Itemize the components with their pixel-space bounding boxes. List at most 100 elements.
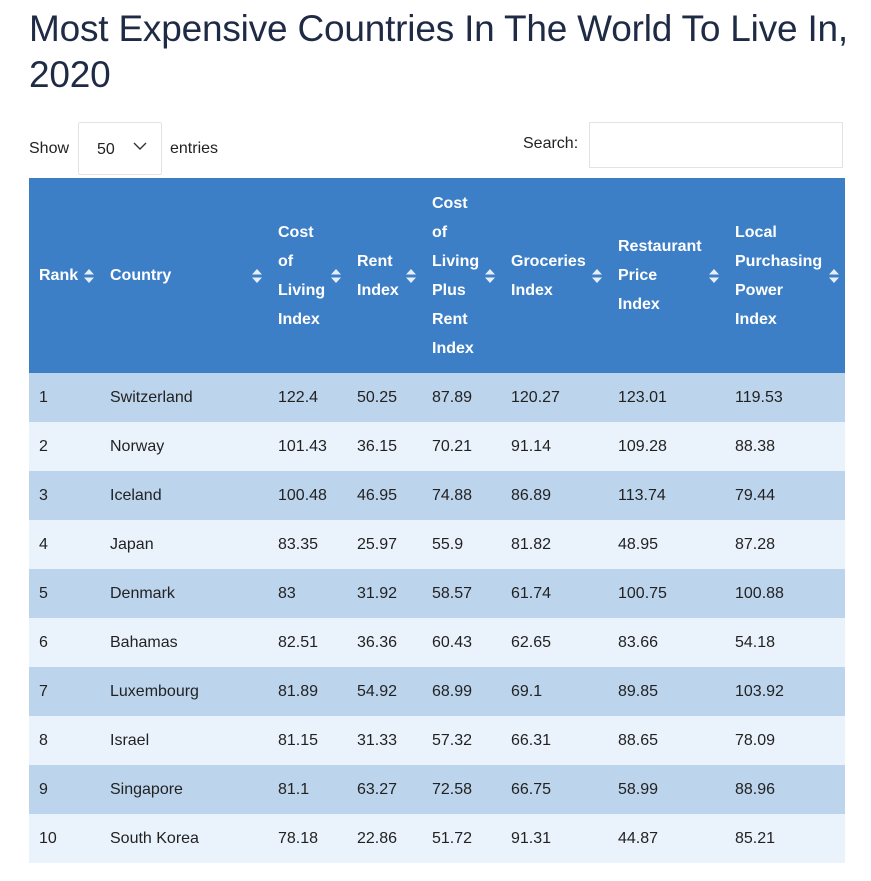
table-cell: 122.4 (268, 373, 347, 422)
table-cell: 58.57 (422, 569, 501, 618)
table-cell: 81.82 (501, 520, 608, 569)
table-cell: 54.18 (725, 618, 845, 667)
table-row: 2 Norway 101.43 36.15 70.21 91.14 109.28 88.38 (29, 422, 845, 471)
table-cell: 2 (29, 422, 100, 471)
table-cell: 58.99 (608, 765, 725, 814)
table-cell: 46.95 (347, 471, 422, 520)
chevron-down-icon (133, 142, 147, 150)
column-header-0[interactable]: Rank (29, 178, 100, 373)
sort-both-icon (829, 268, 839, 283)
column-header-label: Restaurant Price Index (618, 238, 702, 313)
table-row: 5 Denmark 83 31.92 58.57 61.74 100.75 100.88 (29, 569, 845, 618)
table-cell: 6 (29, 618, 100, 667)
table-cell: 50.25 (347, 373, 422, 422)
table-cell: 120.27 (501, 373, 608, 422)
table-cell: 60.43 (422, 618, 501, 667)
table-cell: 83 (268, 569, 347, 618)
table-cell: 79.44 (725, 471, 845, 520)
entries-label: entries (170, 140, 219, 157)
table-cell: South Korea (100, 814, 268, 863)
sort-both-icon (331, 268, 341, 283)
table-cell: 62.65 (501, 618, 608, 667)
table-cell: Israel (100, 716, 268, 765)
table-controls: Show 50 entries Search: (29, 122, 844, 178)
sort-both-icon (485, 268, 495, 283)
table-cell: 86.89 (501, 471, 608, 520)
column-header-2[interactable]: Cost of Living Index (268, 178, 347, 373)
table-cell: Japan (100, 520, 268, 569)
table-header-row: Rank Country Cost of Living Index Rent Inde… (29, 178, 845, 373)
column-header-label: Cost of Living Index (278, 223, 326, 328)
sort-both-icon (252, 268, 262, 283)
table-cell: Luxembourg (100, 667, 268, 716)
column-header-6[interactable]: Restaurant Price Index (608, 178, 725, 373)
entries-select[interactable]: 50 (78, 122, 162, 175)
table-cell: 66.31 (501, 716, 608, 765)
table-row: 1 Switzerland 122.4 50.25 87.89 120.27 123.01 1… (29, 373, 845, 422)
table-cell: 36.15 (347, 422, 422, 471)
sort-both-icon (592, 268, 602, 283)
table-cell: Iceland (100, 471, 268, 520)
table-cell: 44.87 (608, 814, 725, 863)
table-cell: 57.32 (422, 716, 501, 765)
column-header-1[interactable]: Country (100, 178, 268, 373)
table-cell: 103.92 (725, 667, 845, 716)
table-cell: 100.48 (268, 471, 347, 520)
table-cell: 70.21 (422, 422, 501, 471)
table-cell: 85.21 (725, 814, 845, 863)
table-cell: 69.1 (501, 667, 608, 716)
column-header-label: Local Purchasing Power Index (735, 223, 823, 328)
table-cell: 7 (29, 667, 100, 716)
table-cell: 83.66 (608, 618, 725, 667)
table-cell: 55.9 (422, 520, 501, 569)
table-cell: 4 (29, 520, 100, 569)
table-cell: 82.51 (268, 618, 347, 667)
table-cell: 68.99 (422, 667, 501, 716)
table-cell: 25.97 (347, 520, 422, 569)
table-row: 6 Bahamas 82.51 36.36 60.43 62.65 83.66 54.18 (29, 618, 845, 667)
table-cell: 31.92 (347, 569, 422, 618)
table-cell: 78.18 (268, 814, 347, 863)
column-header-label: Groceries Index (511, 252, 586, 299)
table-row: 8 Israel 81.15 31.33 57.32 66.31 88.65 78.09 (29, 716, 845, 765)
column-header-label: Rent Index (357, 252, 399, 299)
table-cell: 5 (29, 569, 100, 618)
show-label: Show (29, 140, 70, 157)
table-cell: 51.72 (422, 814, 501, 863)
table-cell: 78.09 (725, 716, 845, 765)
table-cell: 119.53 (725, 373, 845, 422)
table-cell: Singapore (100, 765, 268, 814)
table-cell: Bahamas (100, 618, 268, 667)
sort-both-icon (406, 268, 416, 283)
table-cell: 72.58 (422, 765, 501, 814)
search-label: Search: (523, 135, 579, 152)
entries-select-value: 50 (97, 141, 115, 158)
table-cell: 123.01 (608, 373, 725, 422)
table-cell: 61.74 (501, 569, 608, 618)
table-cell: 63.27 (347, 765, 422, 814)
table-cell: Switzerland (100, 373, 268, 422)
table-cell: 81.15 (268, 716, 347, 765)
table-cell: Denmark (100, 569, 268, 618)
table-cell: 66.75 (501, 765, 608, 814)
column-header-7[interactable]: Local Purchasing Power Index (725, 178, 845, 373)
table-cell: 74.88 (422, 471, 501, 520)
table-cell: 36.36 (347, 618, 422, 667)
table-cell: 8 (29, 716, 100, 765)
table-cell: 3 (29, 471, 100, 520)
table-cell: 87.28 (725, 520, 845, 569)
column-header-3[interactable]: Rent Index (347, 178, 422, 373)
table-cell: 109.28 (608, 422, 725, 471)
table-cell: 22.86 (347, 814, 422, 863)
table-cell: 91.14 (501, 422, 608, 471)
column-header-4[interactable]: Cost of Living Plus Rent Index (422, 178, 501, 373)
column-header-5[interactable]: Groceries Index (501, 178, 608, 373)
search-input[interactable] (589, 122, 843, 168)
table-cell: 100.75 (608, 569, 725, 618)
table-cell: 9 (29, 765, 100, 814)
sort-both-icon (84, 268, 94, 283)
table-cell: 83.35 (268, 520, 347, 569)
table-cell: 89.85 (608, 667, 725, 716)
table-cell: 54.92 (347, 667, 422, 716)
